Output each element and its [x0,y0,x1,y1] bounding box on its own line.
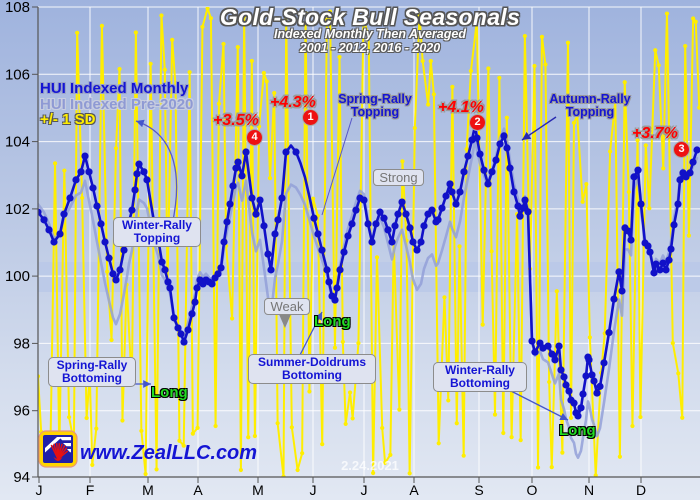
svg-text:M: M [252,482,264,498]
svg-text:96: 96 [13,403,30,420]
svg-text:D: D [636,482,646,498]
svg-text:102: 102 [5,201,30,218]
svg-text:S: S [474,482,483,498]
svg-text:J: J [36,482,43,498]
svg-text:F: F [86,482,95,498]
svg-text:J: J [310,482,317,498]
svg-text:106: 106 [5,66,30,83]
svg-text:A: A [409,482,419,498]
svg-text:108: 108 [5,0,30,16]
svg-text:O: O [527,482,538,498]
svg-text:94: 94 [13,469,30,486]
svg-text:N: N [584,482,594,498]
svg-text:98: 98 [13,335,30,352]
svg-text:M: M [142,482,154,498]
svg-text:J: J [361,482,368,498]
svg-text:100: 100 [5,268,30,285]
svg-text:104: 104 [5,134,30,151]
svg-text:A: A [193,482,203,498]
